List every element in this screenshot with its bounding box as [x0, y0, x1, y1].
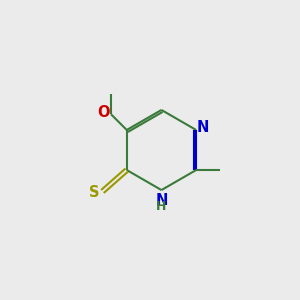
- Text: N: N: [197, 120, 209, 135]
- Text: N: N: [155, 193, 168, 208]
- Text: H: H: [156, 200, 167, 213]
- Text: O: O: [98, 105, 110, 120]
- Text: S: S: [89, 185, 100, 200]
